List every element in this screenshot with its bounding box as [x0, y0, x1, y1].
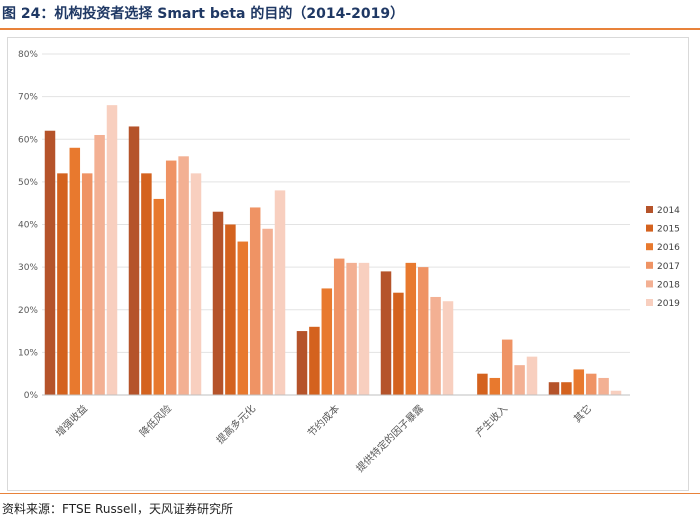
bar-2014-6	[548, 382, 560, 395]
y-tick-label: 0%	[24, 391, 39, 401]
bar-2019-4	[442, 301, 454, 395]
bar-chart: 0% 10% 20% 30% 40% 50% 60% 70% 80% 增强收益 降低风险 提高多元化…	[18, 50, 680, 475]
bar-2018-1	[178, 156, 189, 395]
bar-2014-3	[296, 331, 308, 395]
category-label: 节约成本	[305, 402, 342, 439]
bar-2019-5	[526, 356, 538, 395]
legend-swatch	[646, 206, 653, 213]
y-tick-label: 70%	[18, 93, 38, 103]
category-label: 提供特定的因子暴露	[353, 402, 426, 475]
bar-2017-2	[249, 207, 261, 395]
legend-swatch	[646, 280, 653, 288]
bars	[44, 105, 622, 396]
category-label: 产生收入	[473, 402, 510, 439]
source-note: 资料来源：FTSE Russell，天风证券研究所	[2, 502, 233, 516]
category-label: 增强收益	[53, 402, 90, 439]
bar-2018-6	[598, 377, 609, 395]
bar-2017-0	[81, 173, 93, 395]
bar-2015-6	[561, 382, 572, 395]
bar-2015-3	[309, 326, 320, 395]
legend-label: 2016	[657, 243, 680, 253]
legend-swatch	[646, 261, 653, 269]
y-tick-label: 30%	[18, 263, 38, 273]
y-tick-label: 10%	[18, 348, 38, 358]
bar-2019-2	[274, 190, 286, 395]
legend-swatch	[646, 224, 653, 232]
chart-frame: 0% 10% 20% 30% 40% 50% 60% 70% 80% 增强收益 降低风险 提高多元化…	[7, 37, 689, 491]
bar-2014-4	[380, 271, 392, 395]
legend-label: 2017	[657, 262, 680, 272]
bar-2018-4	[430, 296, 441, 395]
y-tick-label: 20%	[18, 306, 38, 316]
bar-2017-3	[333, 258, 345, 395]
y-tick-label: 60%	[18, 135, 38, 145]
bar-2016-0	[69, 147, 81, 395]
bar-2018-0	[94, 134, 105, 396]
bar-2018-5	[514, 365, 525, 395]
legend-label: 2015	[657, 225, 680, 235]
legend-swatch	[646, 243, 653, 251]
bar-2015-0	[57, 173, 68, 395]
bar-2019-3	[358, 262, 370, 395]
bar-2016-2	[237, 241, 249, 395]
bar-2019-6	[610, 390, 622, 395]
bar-2018-2	[262, 228, 273, 395]
bar-2015-1	[141, 173, 152, 395]
bar-2016-3	[321, 288, 333, 395]
category-label: 其它	[571, 402, 594, 425]
bar-2017-5	[501, 339, 513, 395]
bar-2016-1	[153, 198, 165, 395]
legend-label: 2014	[657, 206, 680, 216]
y-axis-ticks: 0% 10% 20% 30% 40% 50% 60% 70% 80%	[18, 50, 38, 401]
bar-2016-6	[573, 369, 585, 395]
bar-2015-5	[477, 373, 488, 395]
bar-2015-2	[225, 224, 236, 395]
source-divider	[0, 493, 700, 494]
bar-2016-4	[405, 262, 417, 395]
bar-2017-4	[417, 267, 429, 395]
legend-label: 2019	[657, 299, 680, 309]
bar-2017-1	[165, 160, 177, 395]
title-divider	[0, 28, 700, 30]
bar-2019-1	[190, 173, 202, 395]
bar-2017-6	[585, 373, 597, 395]
legend-swatch	[646, 299, 653, 306]
bar-2014-0	[44, 130, 56, 395]
bar-2015-4	[393, 292, 404, 395]
x-axis-categories: 增强收益 降低风险 提高多元化 节约成本 提供特定的因子暴露 产生收入 其它	[53, 402, 594, 475]
bar-2016-5	[489, 377, 501, 395]
y-tick-label: 50%	[18, 178, 38, 188]
bar-2019-0	[106, 105, 118, 396]
legend: 2014 2015 2016 2017 2018 2019	[646, 206, 680, 309]
bar-2014-1	[128, 126, 140, 396]
bar-2018-3	[346, 262, 357, 395]
legend-label: 2018	[657, 280, 680, 290]
category-label: 提高多元化	[214, 402, 259, 447]
figure-title: 图 24：机构投资者选择 Smart beta 的目的（2014-2019）	[2, 6, 405, 22]
bar-2014-2	[212, 211, 224, 395]
category-label: 降低风险	[137, 402, 174, 439]
y-tick-label: 40%	[18, 221, 38, 231]
y-tick-label: 80%	[18, 50, 38, 60]
